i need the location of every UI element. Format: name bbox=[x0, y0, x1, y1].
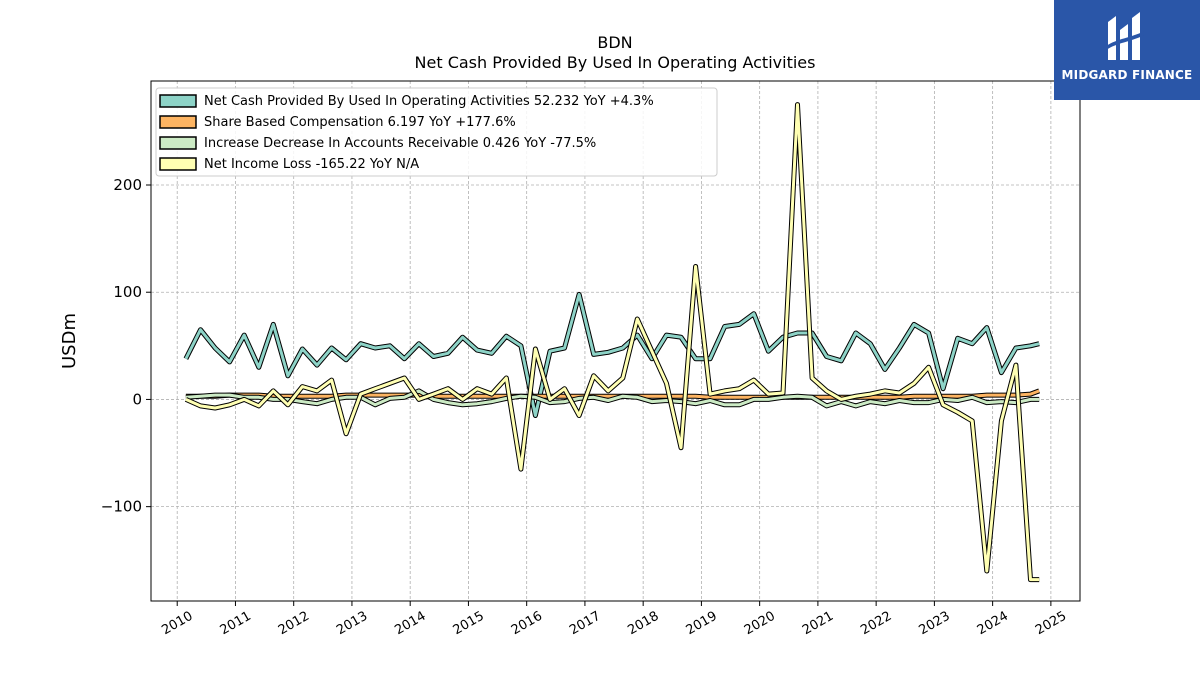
y-tick-label: −100 bbox=[101, 498, 142, 516]
x-tick-label: 2025 bbox=[1033, 609, 1069, 639]
series-lines bbox=[183, 102, 1041, 583]
logo-text: MIDGARD FINANCE bbox=[1061, 68, 1193, 82]
x-tick-label: 2018 bbox=[625, 609, 661, 639]
logo-mark-icon bbox=[1106, 12, 1146, 60]
y-axis: −100 0 100 200 bbox=[101, 176, 151, 516]
x-tick-label: 2019 bbox=[684, 609, 720, 639]
x-tick-label: 2021 bbox=[800, 609, 836, 639]
y-axis-label: USDm bbox=[59, 313, 80, 369]
legend-swatch bbox=[159, 115, 197, 129]
chart-subtitle: Net Cash Provided By Used In Operating A… bbox=[415, 53, 816, 72]
y-tick-label: 100 bbox=[113, 283, 142, 301]
legend-swatch bbox=[159, 136, 197, 150]
chart-title: BDN bbox=[597, 33, 632, 52]
plot-frame bbox=[150, 80, 1081, 602]
brand-logo: MIDGARD FINANCE bbox=[1054, 0, 1200, 100]
x-tick-label: 2013 bbox=[334, 609, 370, 639]
x-tick-label: 2015 bbox=[451, 609, 487, 639]
y-tick-label: 0 bbox=[132, 390, 142, 408]
x-tick-label: 2017 bbox=[567, 609, 603, 639]
series-3-line bbox=[185, 103, 1040, 582]
legend-label: Net Cash Provided By Used In Operating A… bbox=[204, 94, 654, 109]
legend-label: Increase Decrease In Accounts Receivable… bbox=[204, 136, 596, 151]
legend-label: Net Income Loss -165.22 YoY N/A bbox=[204, 157, 419, 172]
series-0-line bbox=[184, 292, 1040, 417]
x-tick-label: 2024 bbox=[975, 609, 1011, 639]
x-tick-label: 2016 bbox=[509, 609, 545, 639]
x-tick-label: 2014 bbox=[392, 609, 428, 639]
legend-swatch bbox=[159, 94, 197, 108]
x-tick-label: 2022 bbox=[858, 609, 894, 639]
legend-swatch bbox=[159, 157, 197, 171]
x-tick-label: 2010 bbox=[159, 609, 195, 639]
x-axis: 2010 2011 2012 2013 2014 2015 2016 2017 2018 2019… bbox=[159, 601, 1069, 638]
x-tick-label: 2020 bbox=[742, 609, 778, 639]
y-tick-label: 200 bbox=[113, 176, 142, 194]
x-tick-label: 2011 bbox=[218, 609, 254, 639]
x-tick-label: 2023 bbox=[917, 609, 953, 639]
legend: Net Cash Provided By Used In Operating A… bbox=[155, 87, 718, 177]
series-2-line bbox=[185, 389, 1040, 408]
legend-box bbox=[155, 87, 718, 177]
x-tick-label: 2012 bbox=[276, 609, 312, 639]
legend-label: Share Based Compensation 6.197 YoY +177.… bbox=[204, 115, 516, 130]
